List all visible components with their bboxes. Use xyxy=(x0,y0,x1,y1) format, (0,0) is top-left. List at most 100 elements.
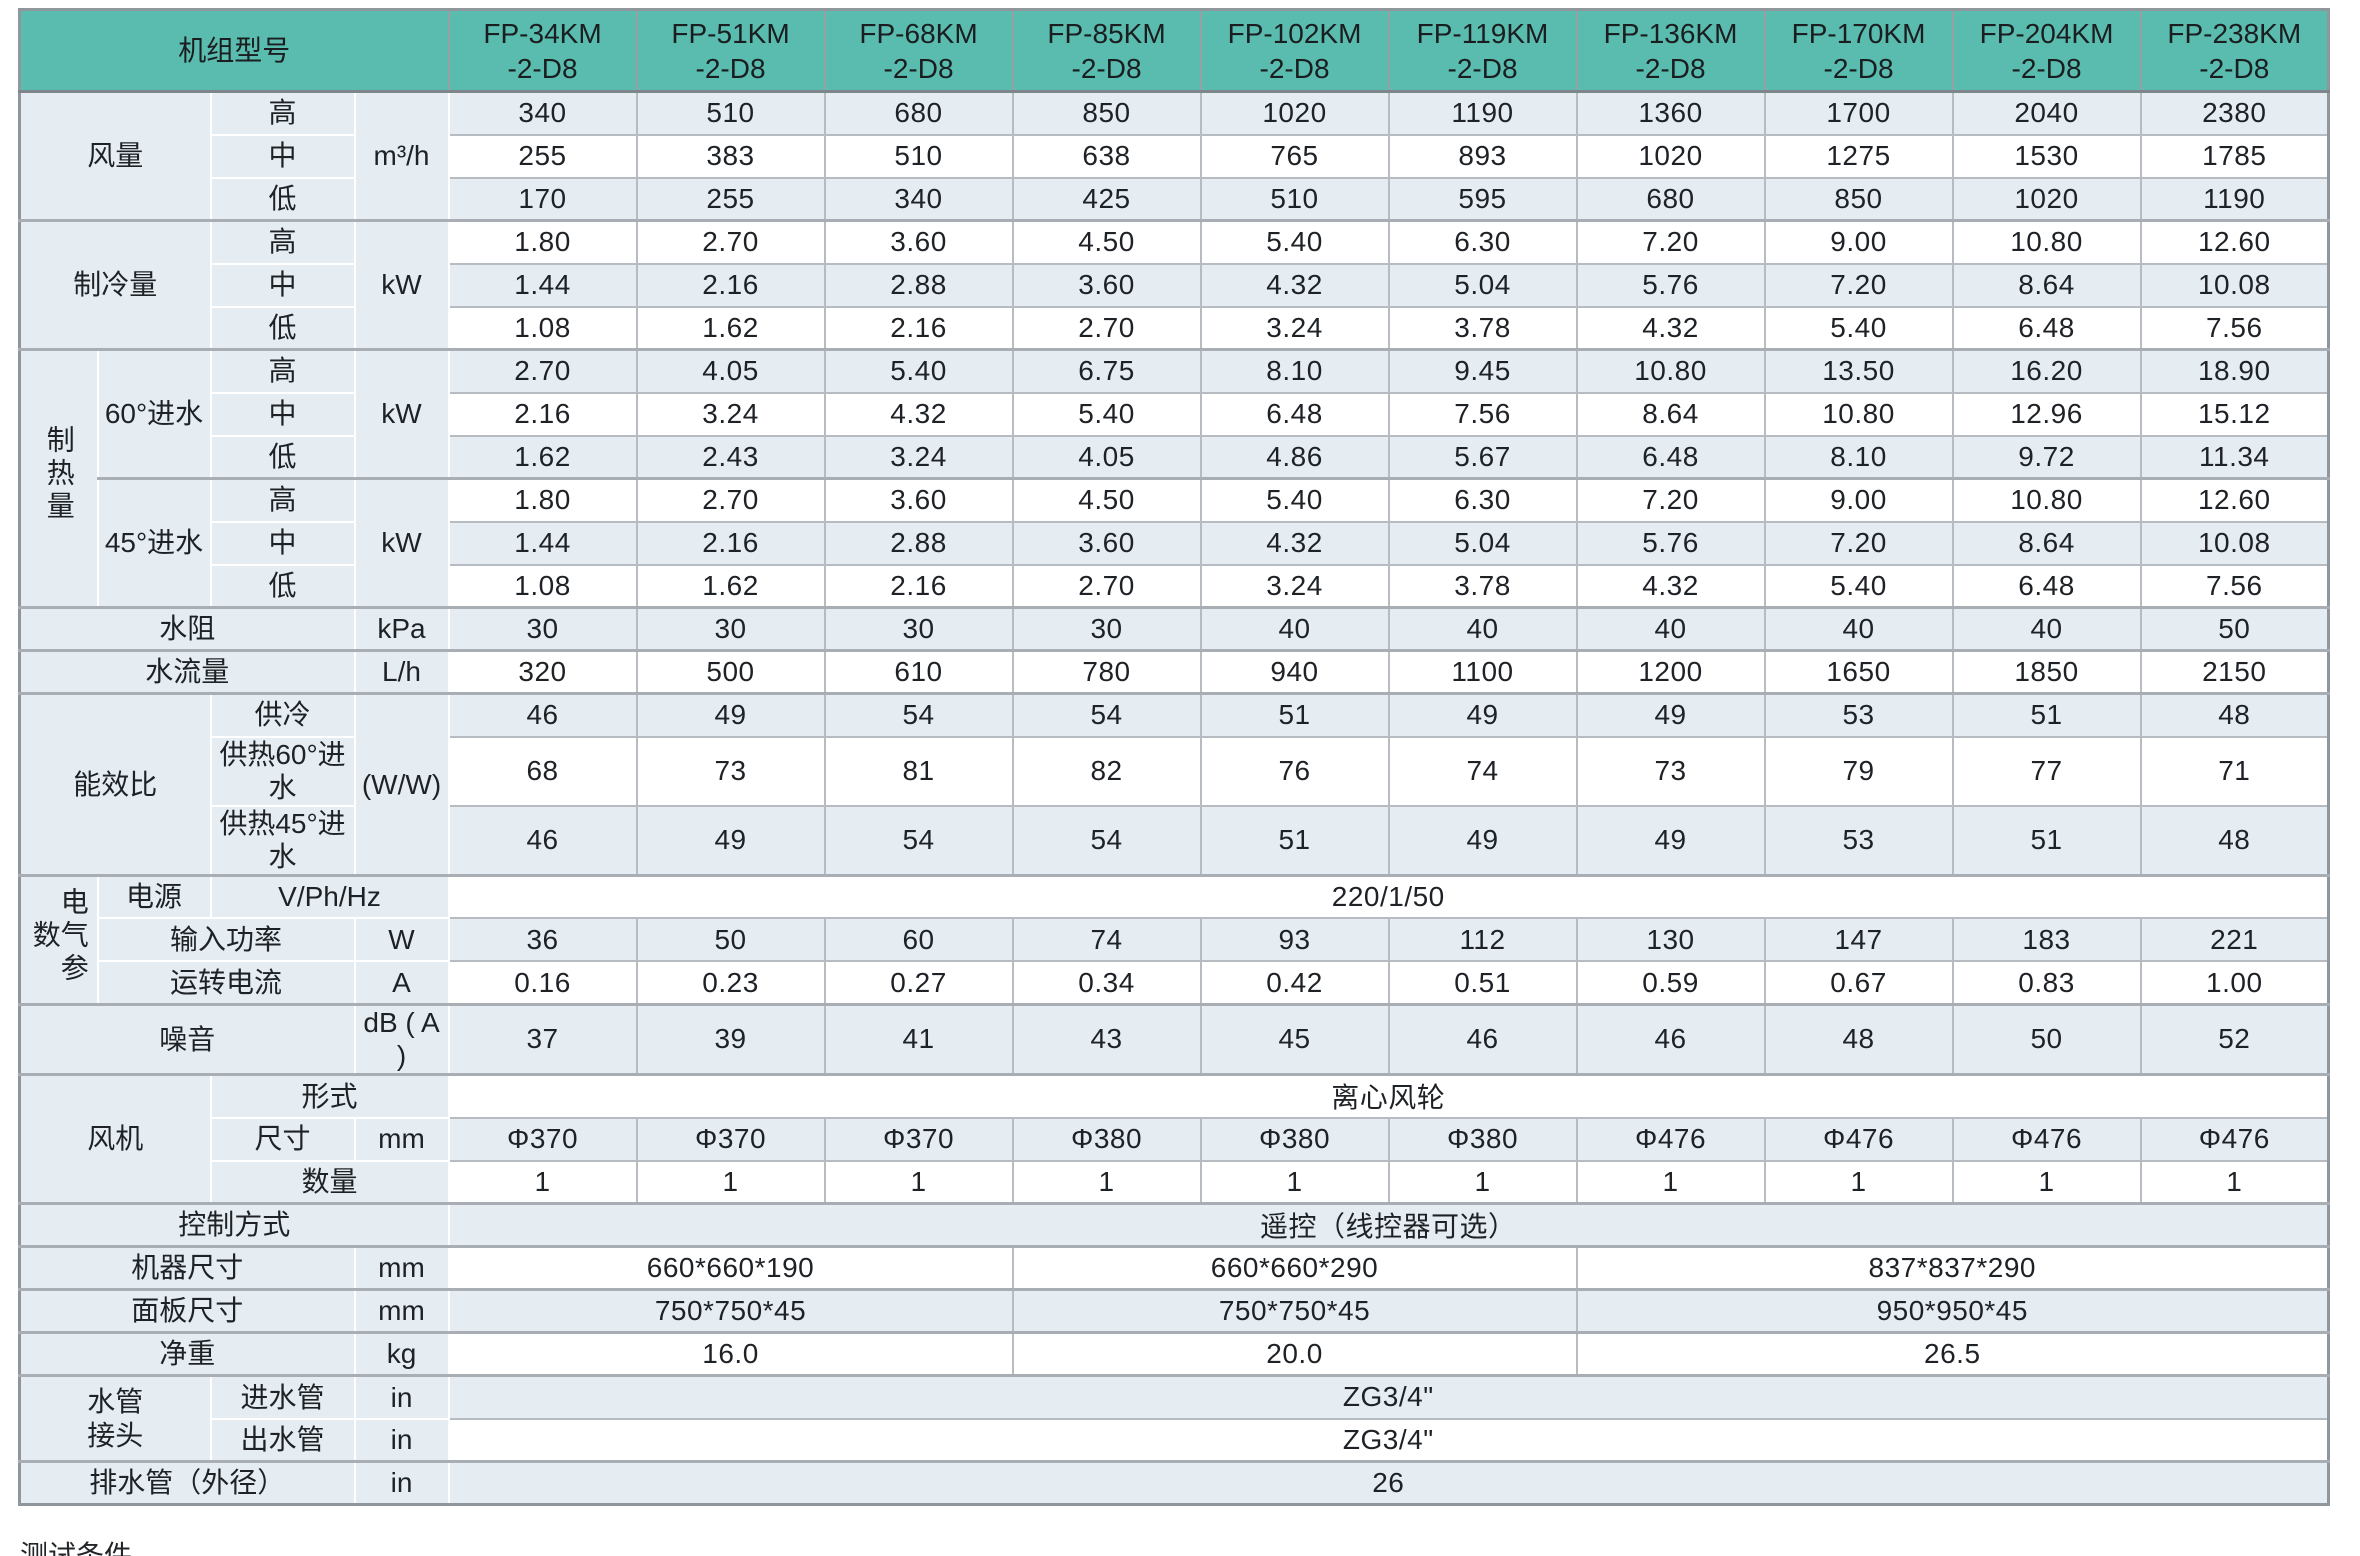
table-row: 供热45°进水 46 49 54 54 51 49 49 53 51 48 xyxy=(20,804,2330,877)
value-cell: 510 xyxy=(635,90,826,136)
value-cell: 30 xyxy=(1011,606,1202,652)
value-cell: 4.05 xyxy=(635,348,826,394)
value-cell: 7.56 xyxy=(2139,563,2330,609)
value-cell: 45 xyxy=(1199,1002,1390,1076)
value-cell: 893 xyxy=(1387,133,1578,179)
table-row: 净重 kg 16.0 20.0 26.5 xyxy=(18,1331,2330,1377)
table-row: 控制方式 遥控（线控器可选） xyxy=(18,1202,2330,1248)
label-cell: 水管 接头 xyxy=(18,1374,212,1463)
value-cell: 3.60 xyxy=(823,219,1014,265)
value-cell: 12.96 xyxy=(1951,391,2142,437)
value-cell: 46 xyxy=(447,692,638,738)
value-cell: 40 xyxy=(1199,606,1390,652)
value-cell: 112 xyxy=(1387,917,1578,963)
value-cell: 52 xyxy=(2139,1002,2330,1076)
value-cell: 610 xyxy=(823,649,1014,695)
value-cell: 51 xyxy=(1951,692,2142,738)
value-cell: 170 xyxy=(447,176,638,222)
value-cell: 4.86 xyxy=(1199,434,1390,480)
value-cell: 147 xyxy=(1763,917,1954,963)
value-cell: 68 xyxy=(447,735,638,807)
value-cell: 660*660*290 xyxy=(1011,1245,1578,1291)
value-cell: 6.48 xyxy=(1199,391,1390,437)
value-cell: 30 xyxy=(823,606,1014,652)
value-cell: 49 xyxy=(1575,804,1766,877)
value-cell: 1850 xyxy=(1951,649,2142,695)
value-cell: 2.16 xyxy=(635,262,826,308)
value-cell: 1.80 xyxy=(447,219,638,265)
value-cell: Φ476 xyxy=(1763,1116,1954,1162)
value-cell: Φ476 xyxy=(1575,1116,1766,1162)
value-cell: 2.88 xyxy=(823,520,1014,566)
value-cell: 0.83 xyxy=(1951,960,2142,1006)
value-cell: 340 xyxy=(823,176,1014,222)
label-cell: kPa xyxy=(353,606,450,652)
value-cell: 8.10 xyxy=(1199,348,1390,394)
value-cell: 3.24 xyxy=(1199,305,1390,351)
value-cell: 10.80 xyxy=(1951,219,2142,265)
value-cell: 7.20 xyxy=(1763,520,1954,566)
table-row: 机器尺寸 mm 660*660*190 660*660*290 837*837*290 xyxy=(18,1245,2330,1291)
value-cell: 9.45 xyxy=(1387,348,1578,394)
table-row: 输入功率 W 36 50 60 74 93 112 130 147 183 221 xyxy=(20,917,2330,963)
value-cell: 1 xyxy=(635,1159,826,1205)
value-cell: 50 xyxy=(2139,606,2330,652)
value-cell: 1.08 xyxy=(447,305,638,351)
value-cell: 40 xyxy=(1387,606,1578,652)
value-cell: 0.42 xyxy=(1199,960,1390,1006)
table-title-cell: 机组型号 xyxy=(18,8,450,93)
label-cell: 中 xyxy=(209,262,356,308)
value-cell: 2.70 xyxy=(1011,563,1202,609)
value-cell: 6.48 xyxy=(1951,305,2142,351)
value-cell: 16.20 xyxy=(1951,348,2142,394)
value-cell: 750*750*45 xyxy=(447,1288,1014,1334)
label-cell: 机器尺寸 xyxy=(18,1245,356,1291)
value-cell: 4.32 xyxy=(1199,520,1390,566)
value-cell: 12.60 xyxy=(2139,477,2330,523)
value-cell: 48 xyxy=(2139,692,2330,738)
value-cell: 5.40 xyxy=(1199,477,1390,523)
value-cell: 638 xyxy=(1011,133,1202,179)
label-cell: 形式 xyxy=(209,1073,450,1119)
value-cell: 18.90 xyxy=(2139,348,2330,394)
value-cell: 1100 xyxy=(1387,649,1578,695)
value-cell: 6.48 xyxy=(1951,563,2142,609)
value-cell: 54 xyxy=(823,692,1014,738)
value-cell: 5.04 xyxy=(1387,520,1578,566)
value-cell: 4.50 xyxy=(1011,477,1202,523)
value-cell: Φ476 xyxy=(2139,1116,2330,1162)
value-cell: Φ380 xyxy=(1199,1116,1390,1162)
value-cell: 48 xyxy=(1763,1002,1954,1076)
value-cell: 26 xyxy=(447,1460,2330,1506)
label-cell: mm xyxy=(353,1288,450,1334)
value-cell: 383 xyxy=(635,133,826,179)
label-cell: 水流量 xyxy=(18,649,356,695)
value-cell: 13.50 xyxy=(1763,348,1954,394)
value-cell: 2.70 xyxy=(447,348,638,394)
value-cell: 0.34 xyxy=(1011,960,1202,1006)
value-cell: 51 xyxy=(1199,804,1390,877)
value-cell: 5.76 xyxy=(1575,262,1766,308)
value-cell: 37 xyxy=(447,1002,638,1076)
column-header-model: FP-85KM -2-D8 xyxy=(1011,8,1202,93)
value-cell: 2.16 xyxy=(823,305,1014,351)
value-cell: 1.00 xyxy=(2139,960,2330,1006)
value-cell: 6.30 xyxy=(1387,219,1578,265)
value-cell: 2.70 xyxy=(635,477,826,523)
table-row: 排水管（外径） in 26 xyxy=(18,1460,2330,1506)
value-cell: 0.67 xyxy=(1763,960,1954,1006)
value-cell: Φ370 xyxy=(447,1116,638,1162)
value-cell: 26.5 xyxy=(1575,1331,2330,1377)
value-cell: 2.43 xyxy=(635,434,826,480)
value-cell: 71 xyxy=(2139,735,2330,807)
value-cell: 4.32 xyxy=(823,391,1014,437)
value-cell: 40 xyxy=(1575,606,1766,652)
value-cell: 81 xyxy=(823,735,1014,807)
value-cell: 76 xyxy=(1199,735,1390,807)
value-cell: 5.40 xyxy=(1199,219,1390,265)
value-cell: 40 xyxy=(1763,606,1954,652)
test-conditions: 测试条件 制冷进风干球温度：27°C，湿球温度19.5°C 进水温度7°C，出水… xyxy=(20,1448,953,1556)
value-cell: 54 xyxy=(1011,692,1202,738)
label-cell: kW xyxy=(353,219,450,351)
